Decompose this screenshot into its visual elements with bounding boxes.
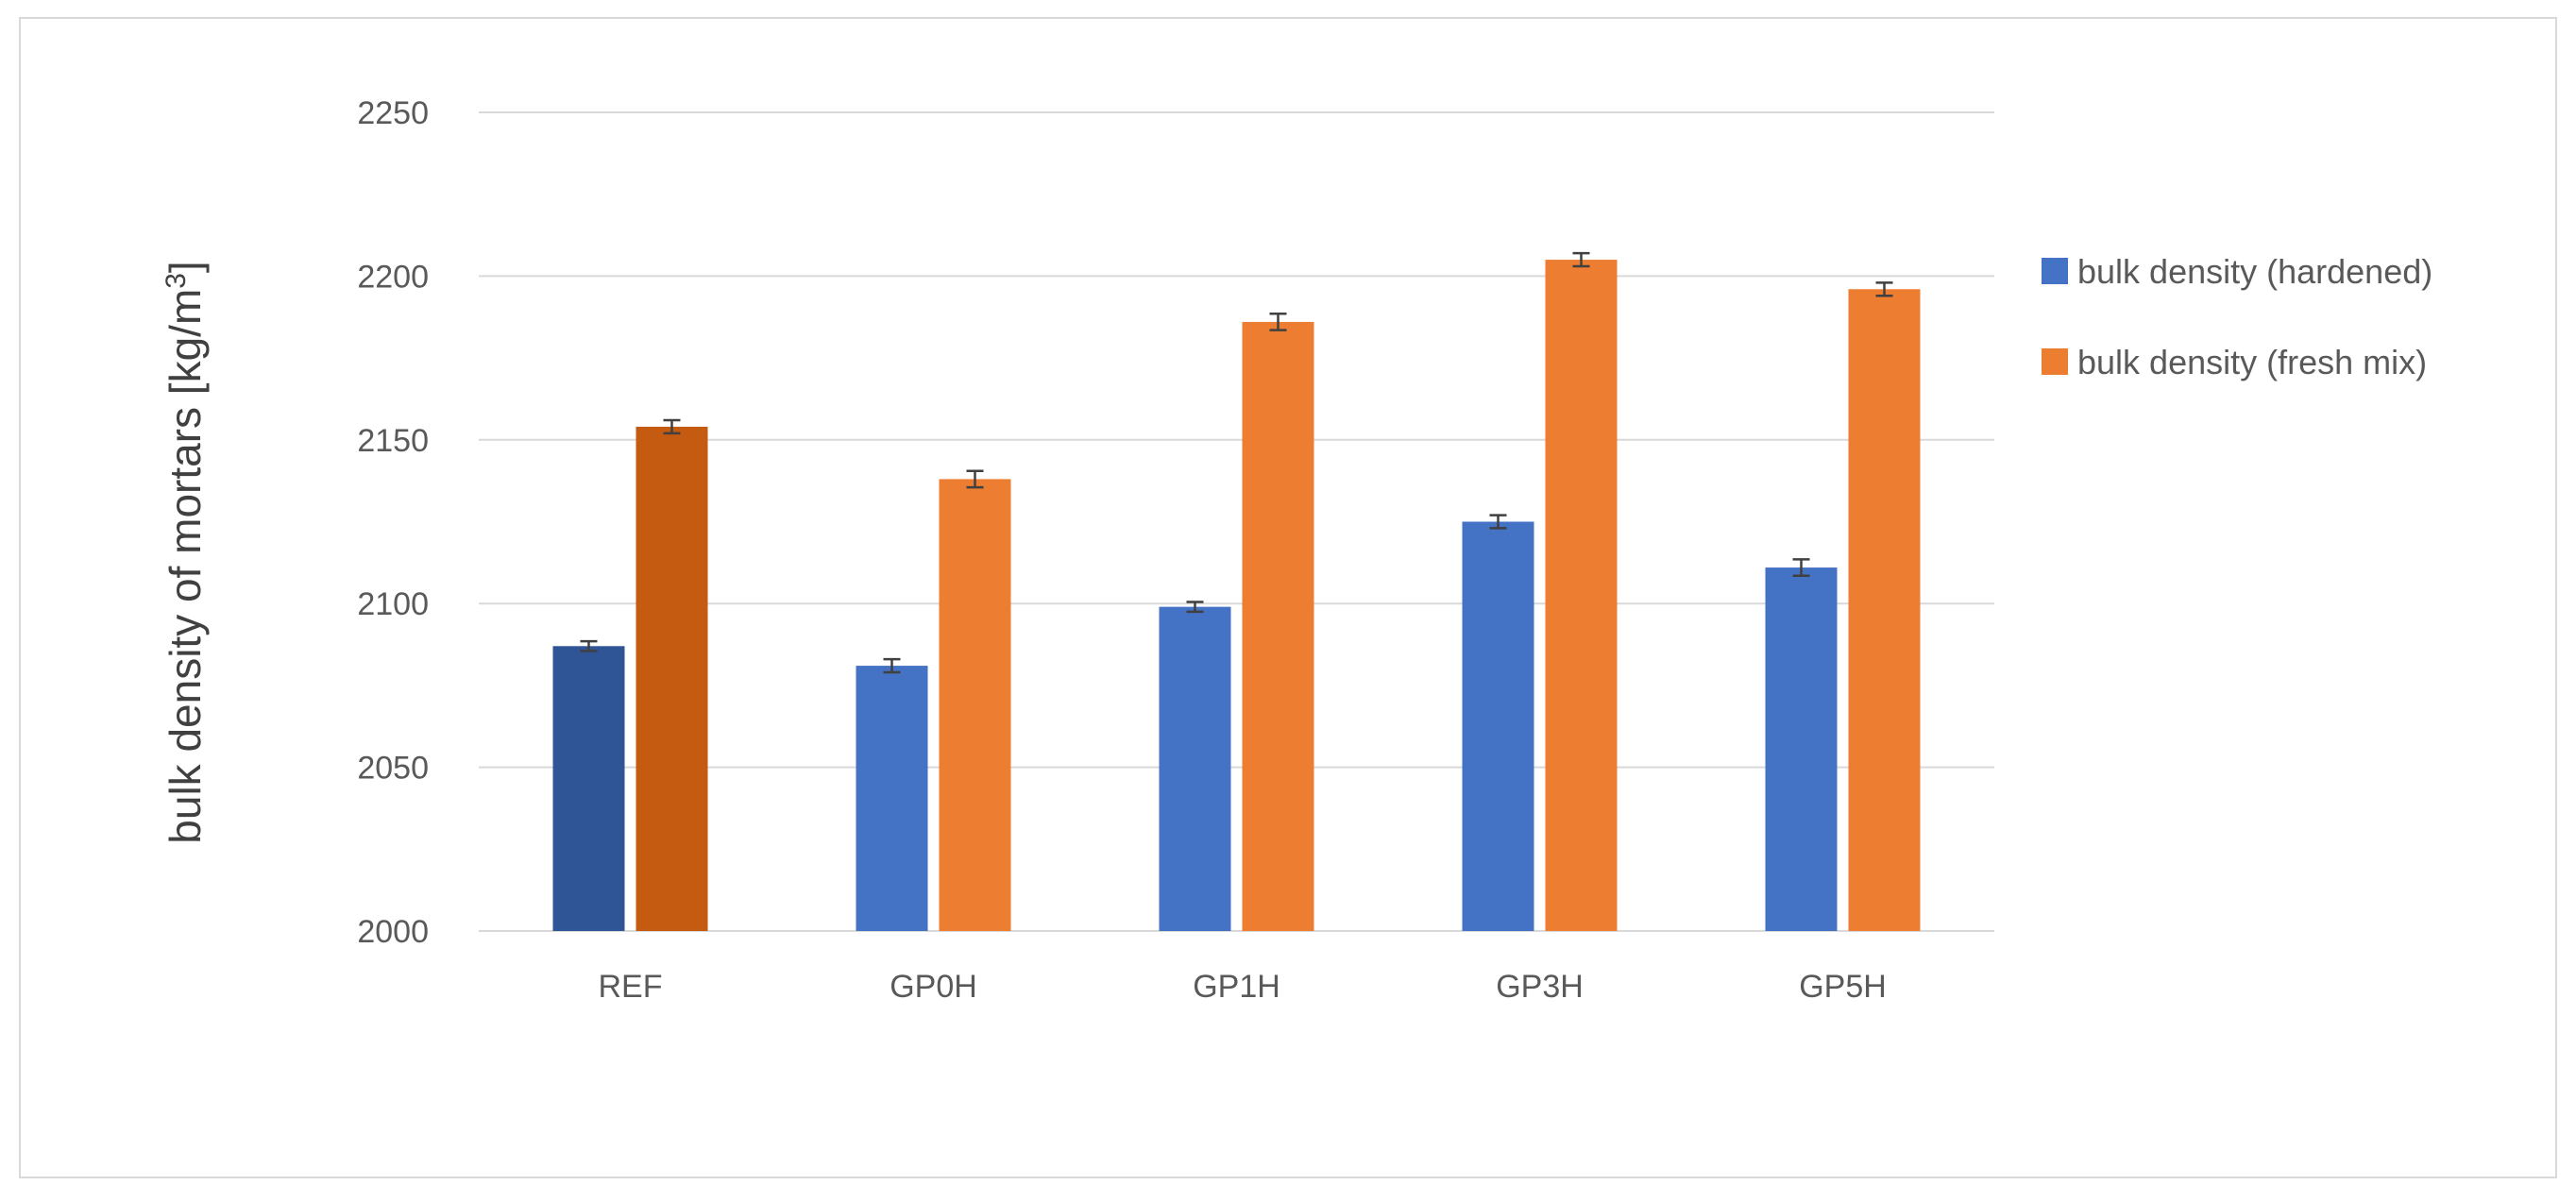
bar-gp0h-series-1 [856, 666, 928, 931]
y-tick-label: 2250 [357, 95, 429, 131]
error-bar-gp0h-series-2 [966, 469, 984, 489]
x-tick-label-ref: REF [599, 969, 663, 1005]
error-bar-gp1h-series-2 [1269, 313, 1287, 331]
bar-gp1h-series-2 [1242, 321, 1314, 931]
legend: bulk density (hardened) bulk density (fre… [2042, 252, 2432, 381]
legend-swatch-series-1 [2042, 258, 2068, 284]
bar-gp1h-series-1 [1159, 606, 1231, 931]
gridlines [479, 111, 1994, 932]
error-bars [580, 251, 1893, 674]
bar-ref-series-1 [552, 646, 625, 931]
error-bar-ref-series-2 [663, 418, 681, 435]
bar-gp3h-series-2 [1545, 260, 1618, 931]
x-tick-label-gp5h: GP5H [1799, 969, 1887, 1005]
x-tick-label-gp3h: GP3H [1496, 969, 1584, 1005]
bar-gp5h-series-1 [1765, 567, 1838, 931]
legend-label-series-1: bulk density (hardened) [2077, 252, 2432, 291]
bar-gp0h-series-2 [939, 479, 1011, 931]
error-bar-gp3h-series-2 [1572, 251, 1590, 268]
bar-ref-series-2 [636, 426, 708, 932]
y-axis-title: bulk density of mortars [kg/m3] [161, 261, 210, 843]
legend-swatch-series-2 [2042, 348, 2068, 375]
y-tick-label: 2150 [357, 423, 429, 459]
bar-chart: 2000 2050 2100 2150 2200 2250 REF GP0H GP1H GP3H… [161, 95, 2432, 1005]
x-tick-label-gp0h: GP0H [890, 969, 977, 1005]
y-tick-label: 2200 [357, 259, 429, 295]
y-tick-label: 2000 [357, 914, 429, 950]
y-tick-label: 2050 [357, 751, 429, 787]
chart-frame: 2000 2050 2100 2150 2200 2250 REF GP0H GP1H GP3H… [19, 17, 2557, 1178]
bar-gp3h-series-1 [1462, 521, 1534, 931]
bars [552, 260, 1921, 932]
y-axis-title-superscript: 3 [161, 273, 192, 289]
error-bar-gp5h-series-2 [1875, 281, 1893, 297]
x-tick-label-gp1h: GP1H [1193, 969, 1280, 1005]
y-tick-labels: 2000 2050 2100 2150 2200 2250 [357, 95, 429, 950]
y-axis-title-suffix: ] [161, 261, 210, 273]
y-axis-title-text: bulk density of mortars [kg/m [161, 289, 210, 844]
x-tick-labels: REF GP0H GP1H GP3H GP5H [599, 969, 1887, 1005]
bar-gp5h-series-2 [1848, 289, 1921, 932]
error-bar-ref-series-1 [580, 639, 598, 652]
error-bar-gp3h-series-1 [1489, 514, 1507, 530]
error-bar-gp5h-series-1 [1792, 558, 1810, 577]
y-tick-label: 2100 [357, 586, 429, 622]
error-bar-gp0h-series-1 [883, 657, 901, 674]
error-bar-gp1h-series-1 [1186, 601, 1204, 614]
legend-label-series-2: bulk density (fresh mix) [2077, 343, 2427, 381]
